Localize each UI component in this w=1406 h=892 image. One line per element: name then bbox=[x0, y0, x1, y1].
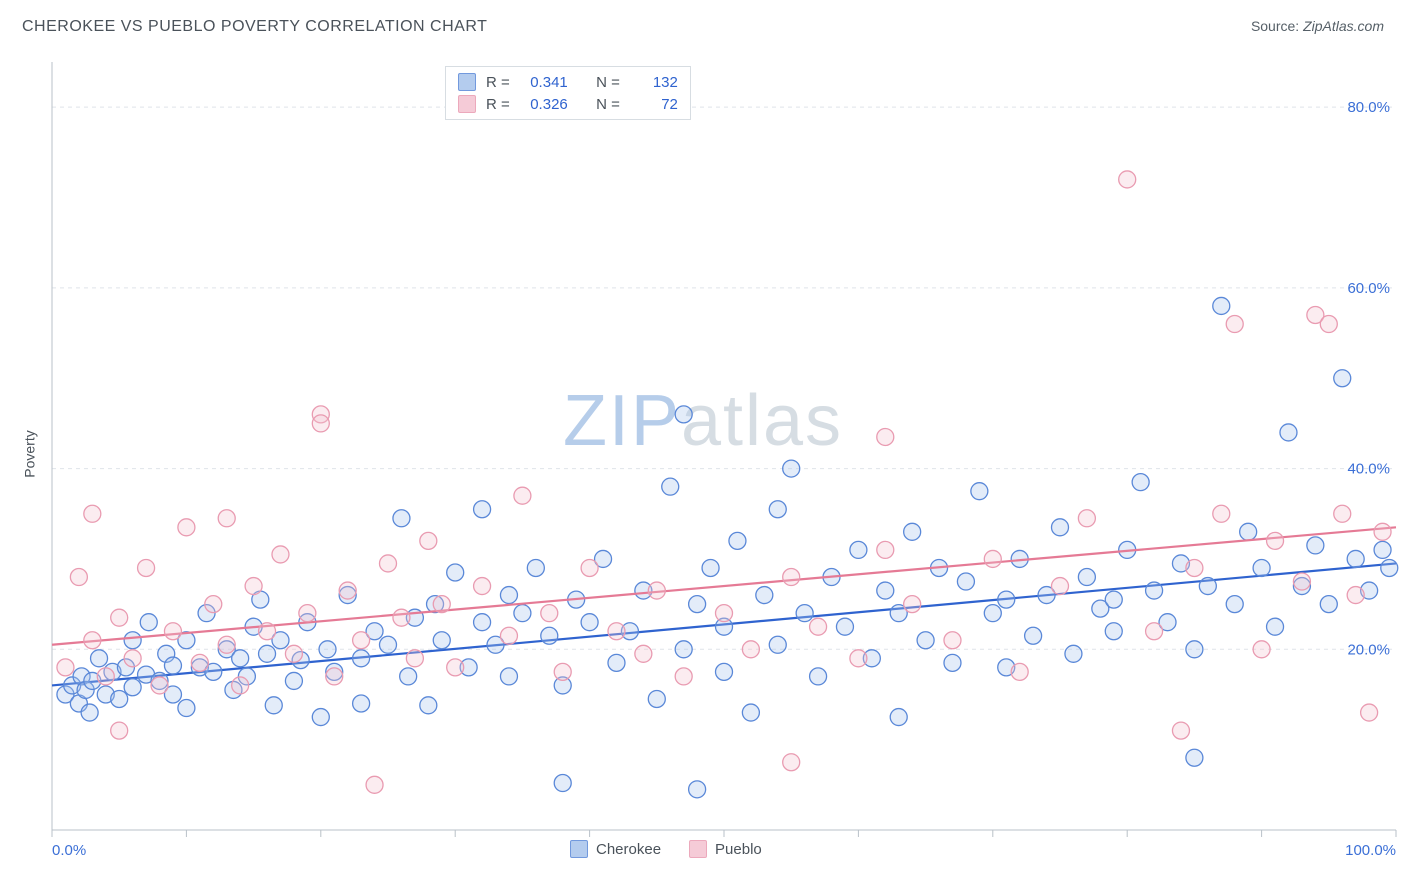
svg-text:80.0%: 80.0% bbox=[1347, 99, 1390, 116]
legend-swatch bbox=[689, 840, 707, 858]
legend-r-value: 0.326 bbox=[520, 96, 568, 113]
legend-series-name: Cherokee bbox=[596, 841, 661, 858]
legend-n-label: N = bbox=[596, 74, 620, 91]
legend-stats-box: R = 0.341 N = 132 R = 0.326 N = 72 bbox=[445, 66, 691, 120]
svg-text:60.0%: 60.0% bbox=[1347, 280, 1390, 297]
svg-text:40.0%: 40.0% bbox=[1347, 461, 1390, 478]
legend-stat-row: R = 0.326 N = 72 bbox=[458, 95, 678, 113]
svg-text:20.0%: 20.0% bbox=[1347, 641, 1390, 658]
legend-stat-row: R = 0.341 N = 132 bbox=[458, 73, 678, 91]
legend-series-item: Cherokee bbox=[570, 840, 661, 858]
legend-series: Cherokee Pueblo bbox=[570, 840, 762, 858]
source-prefix: Source: bbox=[1251, 18, 1303, 34]
legend-n-label: N = bbox=[596, 96, 620, 113]
legend-r-label: R = bbox=[486, 74, 510, 91]
legend-swatch bbox=[458, 73, 476, 91]
legend-n-value: 132 bbox=[630, 74, 678, 91]
x-axis-tick-label: 100.0% bbox=[1345, 842, 1396, 859]
x-axis-tick-label: 0.0% bbox=[52, 842, 86, 859]
legend-swatch bbox=[458, 95, 476, 113]
legend-series-name: Pueblo bbox=[715, 841, 762, 858]
chart-header: CHEROKEE VS PUEBLO POVERTY CORRELATION C… bbox=[0, 0, 1406, 44]
chart-source: Source: ZipAtlas.com bbox=[1251, 18, 1384, 34]
legend-r-label: R = bbox=[486, 96, 510, 113]
scatter-chart-svg: 20.0% 40.0% 60.0% 80.0% bbox=[0, 44, 1406, 864]
source-name: ZipAtlas.com bbox=[1303, 18, 1384, 34]
chart-area: Poverty ZIPatlas 20.0%40.0%60.0%80.0% R … bbox=[0, 44, 1406, 864]
chart-title: CHEROKEE VS PUEBLO POVERTY CORRELATION C… bbox=[22, 18, 487, 36]
legend-swatch bbox=[570, 840, 588, 858]
legend-n-value: 72 bbox=[630, 96, 678, 113]
legend-series-item: Pueblo bbox=[689, 840, 762, 858]
legend-r-value: 0.341 bbox=[520, 74, 568, 91]
